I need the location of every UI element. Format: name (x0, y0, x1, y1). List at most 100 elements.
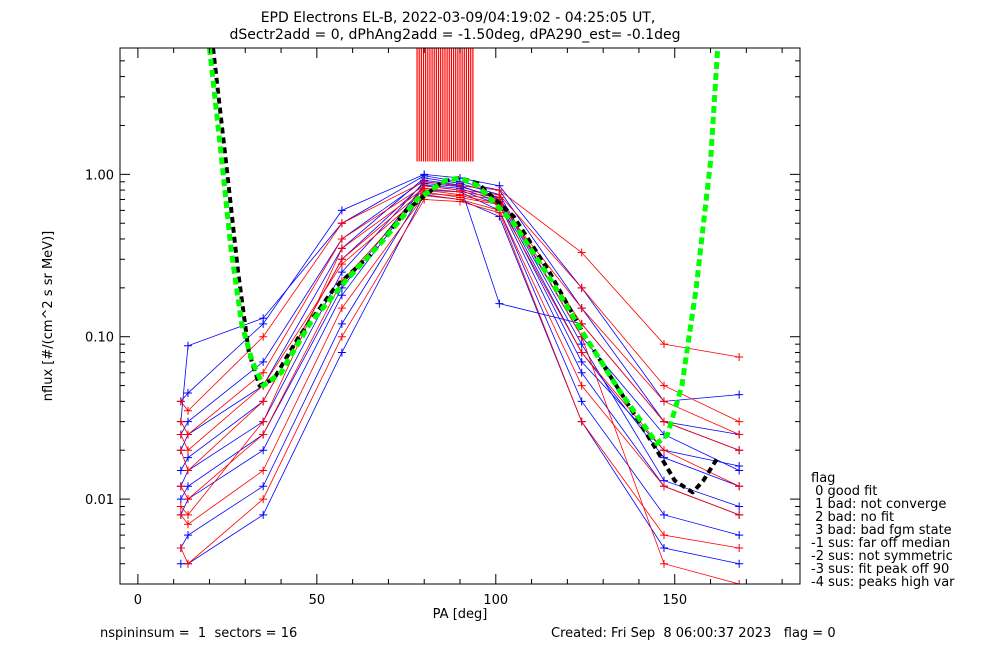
fit-curve-green (206, 48, 721, 446)
y-tick-label: 0.10 (85, 331, 114, 346)
series-marker (176, 417, 185, 426)
series-marker (176, 495, 185, 504)
series-line (180, 185, 740, 516)
series-marker (735, 510, 744, 519)
series-line (180, 194, 740, 565)
series-marker (337, 244, 346, 253)
series-marker (337, 304, 346, 313)
series-marker (735, 543, 744, 552)
series-marker (184, 466, 192, 475)
series-marker (735, 531, 744, 540)
series-line (180, 185, 740, 436)
chart-title-line1: EPD Electrons EL-B, 2022-03-09/04:19:02 … (261, 10, 656, 26)
footer-left: nspininsum = 1 sectors = 16 (100, 626, 298, 641)
x-tick-label: 100 (483, 593, 508, 608)
series-marker (184, 341, 192, 350)
series-marker (577, 283, 586, 292)
fit-layer (206, 48, 721, 495)
series-marker (176, 446, 185, 455)
legend-entry: -2 sus: not symmetric (811, 549, 953, 564)
footer-right: Created: Fri Sep 8 06:00:37 2023 flag = … (551, 626, 836, 641)
series-marker (176, 543, 185, 552)
series-marker (735, 446, 744, 455)
legend-entry: 2 bad: no fit (811, 510, 894, 525)
legend-entry: -4 sus: peaks high var (811, 575, 955, 590)
legend-entry: 1 bad: not converge (811, 497, 946, 512)
series-marker (184, 430, 192, 439)
series-marker (735, 430, 744, 439)
series-line (180, 182, 740, 507)
series-line (180, 193, 740, 451)
series-marker (577, 381, 586, 390)
series-marker (259, 314, 268, 323)
series-line (180, 187, 740, 584)
series-marker (337, 219, 346, 228)
series-marker (259, 357, 268, 366)
series-line (180, 199, 740, 565)
series-marker (184, 406, 192, 415)
series-marker (176, 466, 185, 475)
series-marker (577, 348, 586, 357)
series-marker (735, 461, 744, 470)
series-marker (176, 397, 185, 406)
series-marker (337, 319, 346, 328)
series-marker (337, 348, 346, 357)
x-axis-label: PA [deg] (433, 607, 488, 622)
series-line (180, 181, 740, 412)
series-marker (259, 397, 268, 406)
series-marker (176, 430, 185, 439)
series-marker (184, 520, 192, 529)
series-marker (259, 368, 268, 377)
series-marker (660, 543, 668, 552)
series-marker (259, 466, 268, 475)
x-tick-label: 50 (309, 593, 326, 608)
series-marker (577, 357, 586, 366)
series-marker (337, 332, 346, 341)
legend-entry: 0 good fit (811, 484, 877, 499)
series-marker (184, 417, 192, 426)
x-tick-label: 0 (134, 593, 142, 608)
series-marker (184, 446, 192, 455)
legend-title: flag (811, 471, 835, 486)
series-marker (337, 260, 346, 269)
series-line (180, 189, 740, 549)
series-marker (735, 502, 744, 511)
series-marker (184, 482, 192, 491)
series-marker (660, 381, 668, 390)
series-marker (259, 430, 268, 439)
series-marker (259, 417, 268, 426)
series-marker (660, 559, 668, 568)
legend-entry: -3 sus: fit peak off 90 (811, 562, 949, 577)
series-marker (184, 495, 192, 504)
series-marker (660, 340, 668, 349)
series-marker (259, 482, 268, 491)
series-marker (259, 510, 268, 519)
series-marker (660, 417, 668, 426)
series-marker (176, 510, 185, 519)
series-marker (337, 268, 346, 277)
series-marker (735, 417, 744, 426)
series-marker (184, 559, 192, 568)
series-marker (577, 417, 586, 426)
series-marker (735, 353, 744, 362)
series-marker (259, 446, 268, 455)
series-marker (735, 482, 744, 491)
legend-entry: 3 bad: bad fgm state (811, 523, 952, 538)
y-tick-label: 1.00 (85, 168, 114, 183)
series-line (180, 175, 740, 451)
series-marker (735, 390, 744, 399)
data-layer (176, 48, 744, 584)
series-marker (456, 191, 464, 200)
series-marker (495, 299, 504, 308)
series-marker (259, 495, 268, 504)
series-marker (184, 510, 192, 519)
series-marker (176, 502, 185, 511)
series-marker (259, 332, 268, 341)
series-line (180, 195, 740, 525)
y-tick-label: 0.01 (85, 493, 114, 508)
series-line (180, 173, 740, 402)
series-marker (577, 397, 586, 406)
axes-layer: 0 50 100 150 0.01 0.10 1.00 (85, 47, 800, 608)
series-marker (735, 559, 744, 568)
legend: flag 0 good fit 1 bad: not converge 2 ba… (811, 471, 955, 590)
